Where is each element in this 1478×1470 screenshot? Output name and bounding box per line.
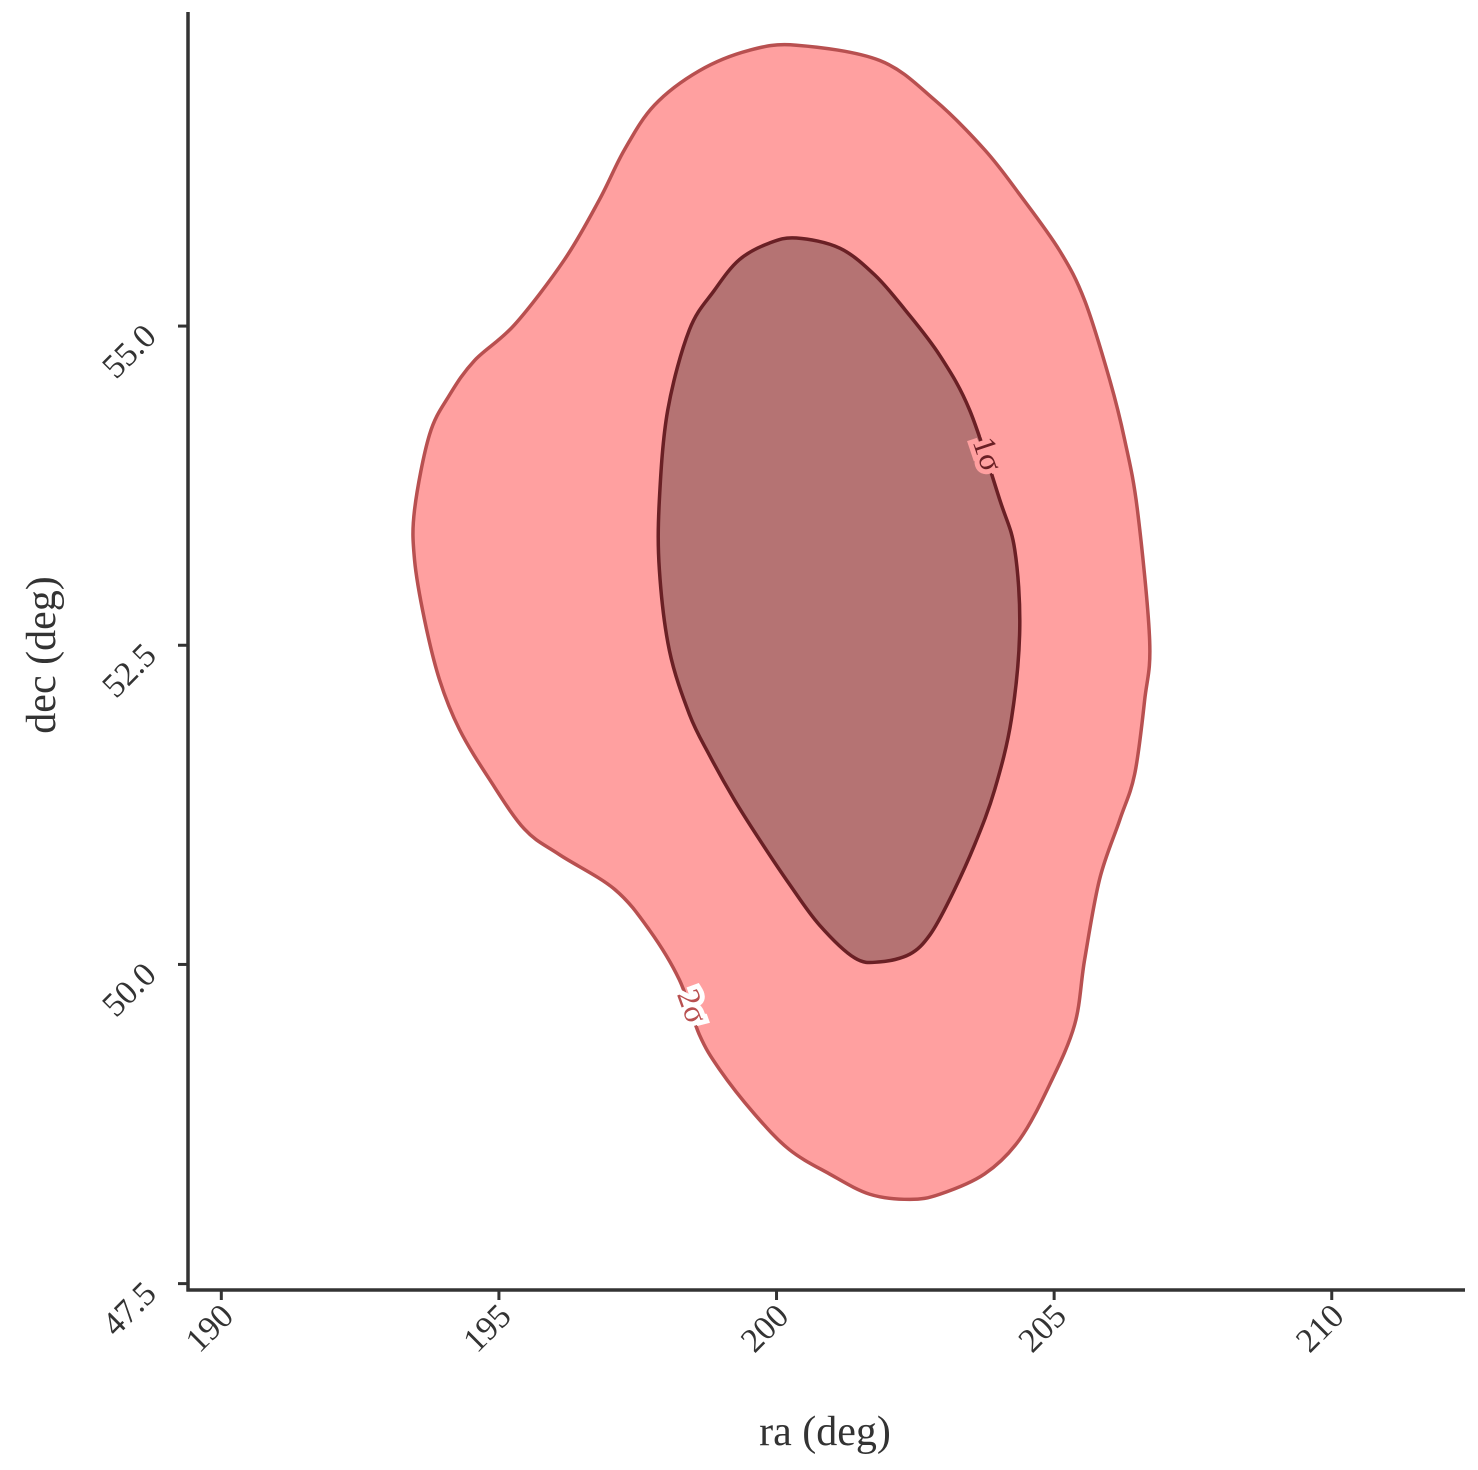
y-tick-label: 47.5 [95, 1275, 163, 1343]
y-tick-label: 50.0 [95, 956, 163, 1024]
x-tick-label: 210 [1289, 1297, 1351, 1359]
y-tick-label: 55.0 [95, 318, 163, 386]
contour [656, 236, 1022, 965]
x-tick-label: 200 [734, 1297, 796, 1359]
y-tick-label: 52.5 [95, 637, 163, 705]
x-tick-label: 190 [179, 1297, 241, 1359]
y-axis-label: dec (deg) [19, 576, 65, 733]
x-tick-label: 195 [456, 1297, 518, 1359]
x-axis-label: ra (deg) [759, 1409, 891, 1455]
x-tick-label: 205 [1012, 1297, 1074, 1359]
